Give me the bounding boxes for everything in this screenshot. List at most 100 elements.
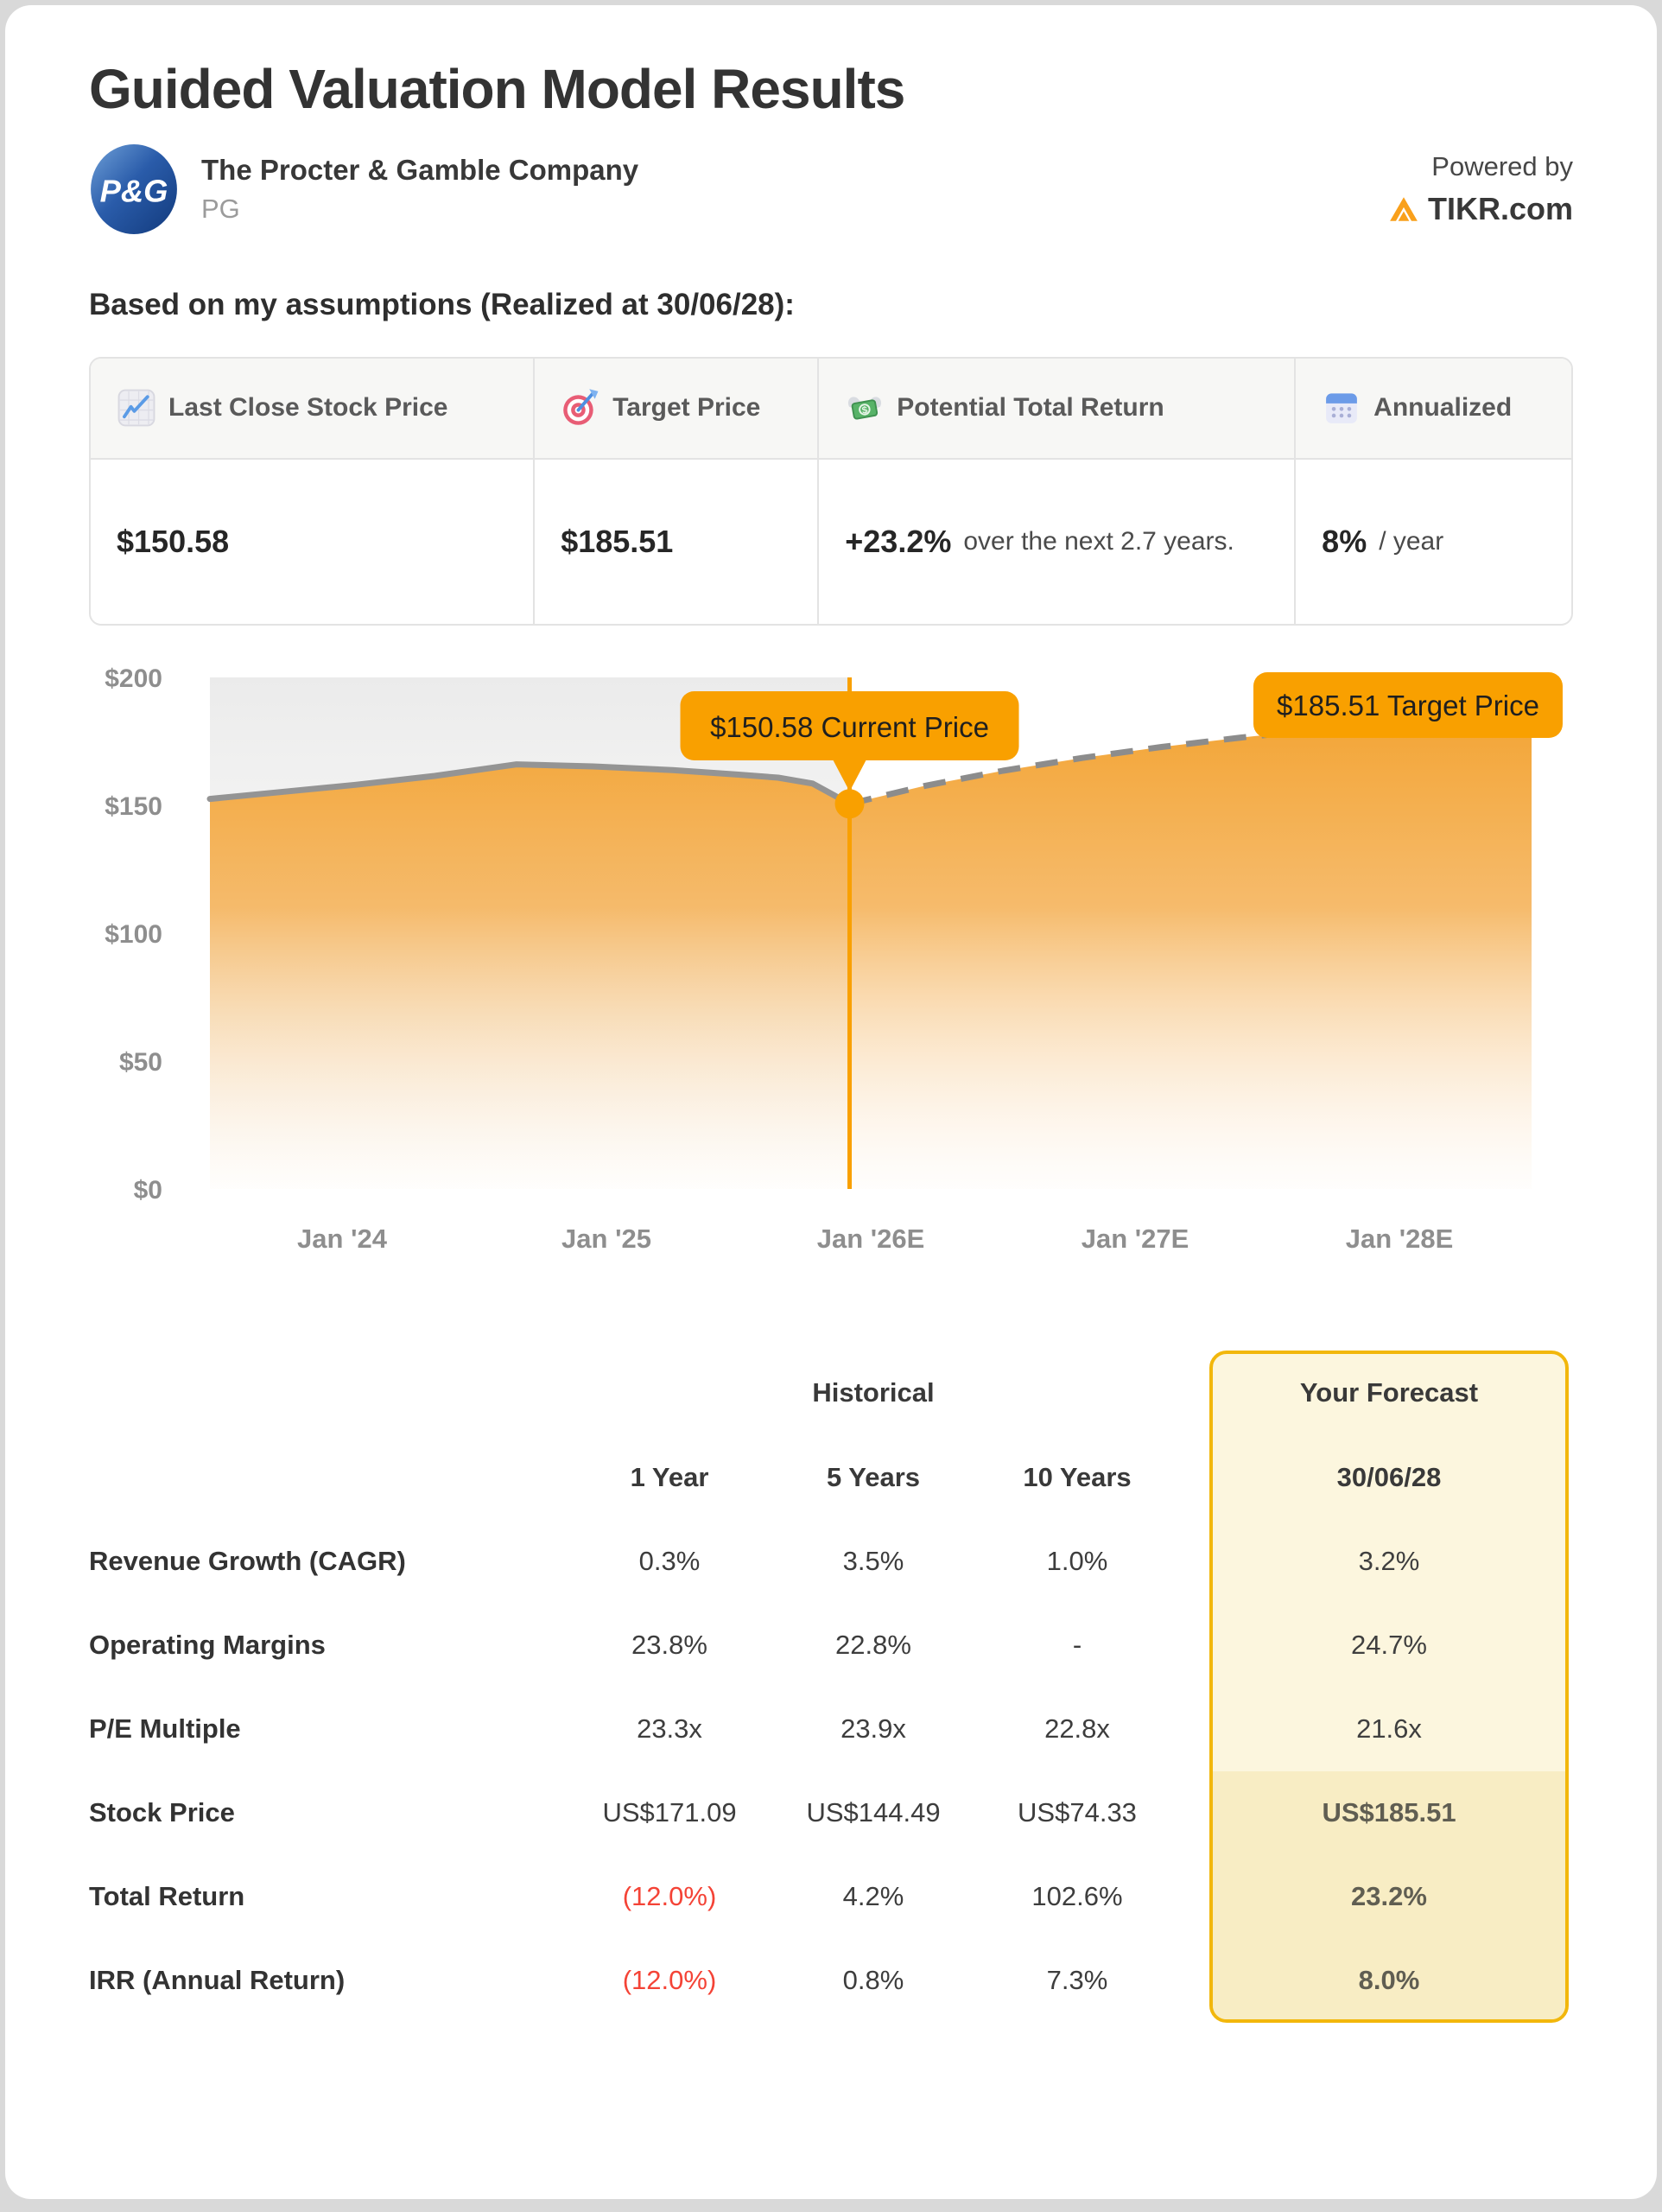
summary-header-last-close: Last Close Stock Price — [91, 359, 536, 458]
metric-row-label: IRR (Annual Return) — [89, 1965, 346, 1996]
chart-increasing-icon — [117, 390, 155, 427]
target-price-callout-label: $185.51 Target Price — [1277, 690, 1539, 721]
current-price-dot — [834, 788, 865, 818]
summary-value-row: $150.58 $185.51 +23.2% over the next 2.7… — [91, 459, 1571, 624]
summary-header-row: Last Close Stock Price Target Price — [91, 359, 1571, 460]
price-chart: $200 $150 $100 $50 $0 Jan '24 Jan '25 Jan '26E J… — [89, 650, 1573, 1259]
current-price-callout-label: $150.58 Current Price — [710, 711, 989, 743]
period-header-5-years: 5 Years — [826, 1461, 921, 1492]
target-icon — [563, 389, 599, 426]
period-header-10-years: 10 Years — [1023, 1461, 1132, 1492]
report-card: Guided Valuation Model Results P&G The P… — [5, 5, 1657, 2199]
metric-value: US$74.33 — [1018, 1797, 1137, 1828]
last-close-value: $150.58 — [91, 459, 536, 624]
historical-price-line — [206, 760, 853, 807]
forecast-column-highlight — [1213, 1770, 1565, 2019]
tikr-logo-icon — [1390, 197, 1418, 221]
last-close-amount: $150.58 — [117, 523, 230, 559]
summary-header-target-price: Target Price — [535, 359, 820, 458]
y-axis-label: $50 — [119, 1048, 162, 1077]
metric-row-label: Operating Margins — [89, 1630, 326, 1661]
summary-header-total-return: $ Potential Total Return — [819, 359, 1297, 458]
powered-by-label: Powered by — [1431, 151, 1573, 182]
forecast-value: US$185.51 — [1322, 1797, 1456, 1828]
historical-area-fill — [210, 764, 850, 1189]
forecast-value: 24.7% — [1351, 1630, 1427, 1661]
summary-header-label: Annualized — [1373, 393, 1513, 423]
metric-value: 4.2% — [842, 1881, 904, 1912]
metric-value: 3.5% — [842, 1546, 904, 1577]
x-axis-label: Jan '24 — [297, 1224, 388, 1254]
x-axis-label: Jan '27E — [1082, 1224, 1189, 1254]
metric-value: 23.9x — [841, 1713, 906, 1745]
metrics-table: Historical Your Forecast 1 Year 5 Years … — [89, 1350, 1571, 2026]
forecast-area-fill — [849, 714, 1532, 1189]
forecast-value: 8.0% — [1358, 1965, 1420, 1996]
current-price-callout-pointer — [832, 758, 867, 791]
metric-value: - — [1072, 1630, 1082, 1661]
y-axis-label: $200 — [105, 664, 162, 693]
powered-by-block: Powered by TIKR.com — [1388, 151, 1573, 227]
annualized-unit: / year — [1379, 526, 1444, 556]
x-axis-label: Jan '26E — [817, 1224, 925, 1254]
current-price-callout — [680, 690, 1019, 760]
money-with-wings-icon: $ — [848, 397, 882, 420]
metric-value: 1.0% — [1046, 1546, 1108, 1577]
pg-logo-icon: P&G — [91, 144, 177, 235]
total-return-percent: +23.2% — [845, 523, 952, 559]
metric-value: 7.3% — [1046, 1965, 1108, 1996]
annualized-value: 8% / year — [1296, 460, 1571, 624]
company-header: P&G The Procter & Gamble Company PG Powe… — [89, 144, 1573, 235]
total-return-value: +23.2% over the next 2.7 years. — [819, 459, 1297, 624]
period-header-1-year: 1 Year — [630, 1461, 709, 1492]
y-axis-label: $0 — [134, 1176, 162, 1205]
company-logo: P&G — [89, 144, 179, 235]
target-price-amount: $185.51 — [561, 523, 674, 559]
forecast-value: 23.2% — [1351, 1881, 1427, 1912]
metric-value: 22.8x — [1044, 1713, 1110, 1745]
target-price-value: $185.51 — [535, 459, 820, 624]
page-title: Guided Valuation Model Results — [89, 58, 905, 120]
metric-row-label: Stock Price — [89, 1797, 235, 1828]
metric-value: 102.6% — [1031, 1881, 1123, 1912]
tikr-brand-link[interactable]: TIKR.com — [1388, 191, 1573, 227]
company-ticker: PG — [201, 194, 240, 225]
metric-row-label: P/E Multiple — [89, 1713, 241, 1745]
metric-value: 0.8% — [842, 1965, 904, 1996]
summary-header-annualized: Annualized — [1296, 359, 1571, 458]
metric-value: (12.0%) — [622, 1881, 717, 1912]
metric-value: (12.0%) — [622, 1965, 717, 1996]
svg-text:P&G: P&G — [100, 173, 168, 208]
x-axis-label: Jan '25 — [561, 1224, 651, 1254]
assumptions-heading: Based on my assumptions (Realized at 30/… — [89, 288, 795, 322]
summary-header-label: Last Close Stock Price — [168, 393, 448, 423]
summary-table: Last Close Stock Price Target Price — [89, 357, 1573, 626]
tikr-brand-text: TIKR.com — [1427, 191, 1573, 227]
forecast-header: Your Forecast — [1299, 1376, 1479, 1408]
total-return-horizon: over the next 2.7 years. — [963, 526, 1234, 556]
summary-header-label: Target Price — [612, 393, 761, 423]
metric-value: US$171.09 — [602, 1797, 737, 1828]
target-price-callout — [1253, 671, 1563, 738]
price-chart-svg: $200 $150 $100 $50 $0 Jan '24 Jan '25 Jan '26E J… — [105, 664, 1563, 1254]
forecast-value: 21.6x — [1356, 1713, 1422, 1745]
metric-row-label: Total Return — [89, 1881, 245, 1912]
metric-value: US$144.49 — [806, 1797, 941, 1828]
y-axis-label: $150 — [105, 792, 162, 821]
svg-text:$: $ — [861, 405, 869, 416]
forecast-value: 3.2% — [1358, 1546, 1420, 1577]
summary-header-label: Potential Total Return — [897, 393, 1164, 423]
metric-row-label: Revenue Growth (CAGR) — [89, 1546, 406, 1577]
historical-header: Historical — [812, 1376, 935, 1408]
company-name: The Procter & Gamble Company — [201, 154, 639, 187]
metric-value: 0.3% — [638, 1546, 701, 1577]
annualized-percent: 8% — [1322, 523, 1367, 559]
y-axis-label: $100 — [105, 920, 162, 949]
metric-value: 23.8% — [631, 1630, 707, 1661]
x-axis-label: Jan '28E — [1346, 1224, 1454, 1254]
metric-value: 22.8% — [835, 1630, 911, 1661]
metric-value: 23.3x — [637, 1713, 702, 1745]
calendar-icon — [1326, 393, 1358, 424]
forecast-period-header: 30/06/28 — [1336, 1461, 1442, 1492]
metrics-grid: Historical Your Forecast 1 Year 5 Years … — [89, 1351, 1571, 2023]
